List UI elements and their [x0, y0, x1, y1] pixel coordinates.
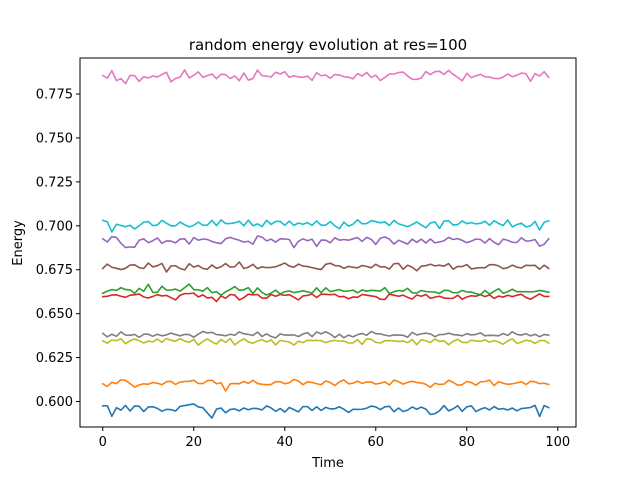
- x-axis-title: Time: [311, 456, 344, 471]
- y-axis-title: Energy: [11, 220, 26, 266]
- y-axis-ticks: 0.600 0.625 0.650 0.675 0.700 0.725 0.750 0.775: [36, 88, 80, 410]
- y-tick-label: 0.725: [36, 175, 73, 190]
- series-line: [101, 218, 550, 233]
- series-line: [101, 69, 550, 85]
- series-line: [101, 283, 550, 297]
- y-tick-label: 0.625: [36, 351, 73, 366]
- chart-title: random energy evolution at res=100: [189, 36, 467, 54]
- y-tick-label: 0.700: [36, 219, 73, 234]
- plot-lines: [101, 69, 550, 419]
- y-tick-label: 0.775: [36, 88, 73, 103]
- x-tick-label: 0: [99, 435, 107, 450]
- x-tick-label: 40: [276, 435, 293, 450]
- series-line: [101, 292, 550, 303]
- x-tick-label: 20: [185, 435, 202, 450]
- y-tick-label: 0.600: [36, 395, 73, 410]
- y-tick-label: 0.650: [36, 307, 73, 322]
- x-tick-label: 100: [545, 435, 570, 450]
- series-line: [101, 378, 550, 392]
- x-tick-label: 60: [368, 435, 385, 450]
- series-line: [101, 235, 550, 249]
- x-tick-label: 80: [459, 435, 476, 450]
- y-tick-label: 0.675: [36, 263, 73, 278]
- series-line: [101, 337, 550, 346]
- x-axis-ticks: 0 20 40 60 80 100: [99, 427, 570, 450]
- series-line: [101, 403, 550, 419]
- y-tick-label: 0.750: [36, 131, 73, 146]
- series-line: [101, 261, 550, 273]
- plot-frame: [79, 57, 577, 428]
- series-line: [101, 330, 550, 339]
